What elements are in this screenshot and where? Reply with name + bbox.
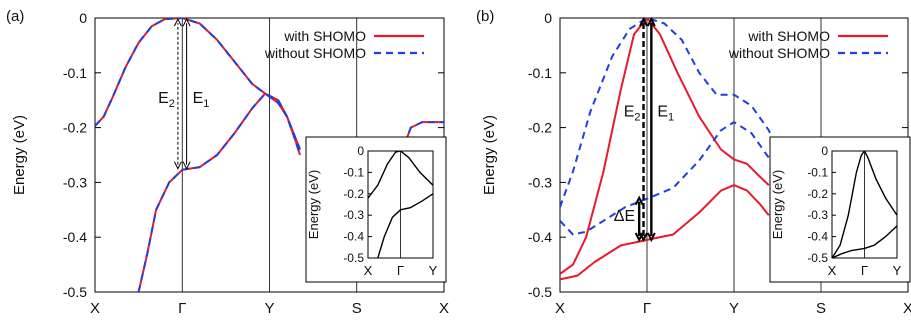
series-line-without-shomo xyxy=(560,121,779,236)
y-tick-label: -0.5 xyxy=(63,284,87,300)
inset-band-line xyxy=(377,193,433,258)
inset-y-axis-label: Energy (eV) xyxy=(770,170,785,239)
inset-y-tick-label: -0.3 xyxy=(343,208,364,222)
inset: 0 -0.1 -0.2 -0.3 -0.4 -0.5X Γ Y Energy (eV) xyxy=(769,136,911,283)
inset-y-tick-label: -0.4 xyxy=(343,230,364,244)
series-line-without-shomo xyxy=(560,18,779,208)
energy-label-main: E xyxy=(158,90,169,107)
panel-label: (a) xyxy=(6,8,24,25)
y-tick-label: -0.4 xyxy=(528,229,552,245)
x-tick-label: Γ xyxy=(178,300,186,317)
inset: 0 -0.1 -0.2 -0.3 -0.4 -0.5X Γ Y Energy (eV) xyxy=(305,136,447,283)
inset-band-line xyxy=(832,151,897,258)
series-line-with-shomo xyxy=(560,184,770,281)
y-tick-label: -0.3 xyxy=(63,174,87,190)
arrow-head xyxy=(182,161,191,170)
x-tick-label: Γ xyxy=(643,300,651,317)
inset-y-tick-label: -0.4 xyxy=(807,230,828,244)
energy-label: ΔE xyxy=(614,208,635,225)
inset-background xyxy=(769,136,911,283)
energy-label-main: E xyxy=(624,104,635,121)
inset-band-line xyxy=(832,225,897,258)
arrow-head xyxy=(634,232,644,243)
inset-y-tick-label: -0.3 xyxy=(807,208,828,222)
inset-y-tick-label: -0.2 xyxy=(807,187,828,201)
x-tick-label: X xyxy=(903,300,911,317)
arrow-head xyxy=(173,161,182,170)
x-tick-label: S xyxy=(816,300,826,317)
arrow-head xyxy=(639,16,648,27)
energy-label-main: E xyxy=(193,90,204,107)
x-tick-label: Y xyxy=(264,300,274,317)
energy-label: E1 xyxy=(193,90,210,110)
y-tick-label: -0.1 xyxy=(528,65,552,81)
y-tick-label: -0.2 xyxy=(528,120,552,136)
inset-x-tick-label: X xyxy=(828,263,837,278)
inset-y-tick-label: -0.1 xyxy=(343,165,364,179)
x-tick-label: X xyxy=(555,300,565,317)
inset-x-tick-label: Y xyxy=(893,263,902,278)
energy-label-main: ΔE xyxy=(614,208,635,225)
arrow-head xyxy=(634,195,644,206)
inset-x-tick-label: X xyxy=(364,263,373,278)
energy-label: E2 xyxy=(158,90,175,110)
energy-label: E2 xyxy=(624,104,641,124)
energy-label-main: E xyxy=(657,104,668,121)
inset-y-axis-label: Energy (eV) xyxy=(306,170,321,239)
energy-label-subscript: 1 xyxy=(668,112,674,124)
x-tick-label: S xyxy=(352,300,362,317)
y-axis-label: Energy (eV) xyxy=(11,115,28,195)
y-tick-label: -0.5 xyxy=(528,284,552,300)
y-tick-label: 0 xyxy=(544,10,552,26)
inset-y-tick-label: 0 xyxy=(357,144,364,158)
y-tick-label: 0 xyxy=(79,10,87,26)
legend-entry-label: without SHOMO xyxy=(264,45,366,61)
series-line-without-shomo xyxy=(137,92,301,292)
y-tick-label: -0.3 xyxy=(528,174,552,190)
x-tick-label: X xyxy=(90,300,100,317)
inset-y-tick-label: -0.5 xyxy=(807,251,828,265)
inset-band-line xyxy=(368,151,433,199)
series-group xyxy=(560,18,908,281)
inset-y-tick-label: -0.5 xyxy=(343,251,364,265)
inset-y-tick-label: -0.1 xyxy=(807,165,828,179)
inset-y-tick-label: 0 xyxy=(821,144,828,158)
y-axis-label: Energy (eV) xyxy=(481,115,498,195)
arrow-head xyxy=(646,16,656,27)
energy-label-subscript: 2 xyxy=(169,98,175,110)
inset-y-tick-label: -0.2 xyxy=(343,187,364,201)
inset-series-group xyxy=(832,151,897,258)
series-line-with-shomo xyxy=(137,92,301,292)
arrow-head xyxy=(646,232,656,243)
legend-entry-label: without SHOMO xyxy=(728,45,830,61)
y-tick-label: -0.2 xyxy=(63,120,87,136)
inset-x-tick-label: Y xyxy=(429,263,438,278)
inset-x-tick-label: Γ xyxy=(397,263,404,278)
energy-label-subscript: 1 xyxy=(203,98,209,110)
x-tick-label: Y xyxy=(729,300,739,317)
series-line-without-shomo xyxy=(403,121,444,145)
energy-label: E1 xyxy=(657,104,674,124)
y-tick-label: -0.1 xyxy=(63,65,87,81)
inset-x-tick-label: Γ xyxy=(861,263,868,278)
legend-entry-label: with SHOMO xyxy=(747,28,830,44)
arrow-head xyxy=(182,17,191,27)
series-line-with-shomo xyxy=(560,18,770,275)
inset-series-group xyxy=(368,151,433,258)
arrow-head xyxy=(173,17,182,27)
series-group xyxy=(95,18,444,292)
energy-label-subscript: 2 xyxy=(634,112,640,124)
y-tick-label: -0.4 xyxy=(63,229,87,245)
x-tick-label: X xyxy=(439,300,449,317)
inset-background xyxy=(305,136,447,283)
legend-entry-label: with SHOMO xyxy=(283,28,366,44)
panel-label: (b) xyxy=(476,8,494,25)
